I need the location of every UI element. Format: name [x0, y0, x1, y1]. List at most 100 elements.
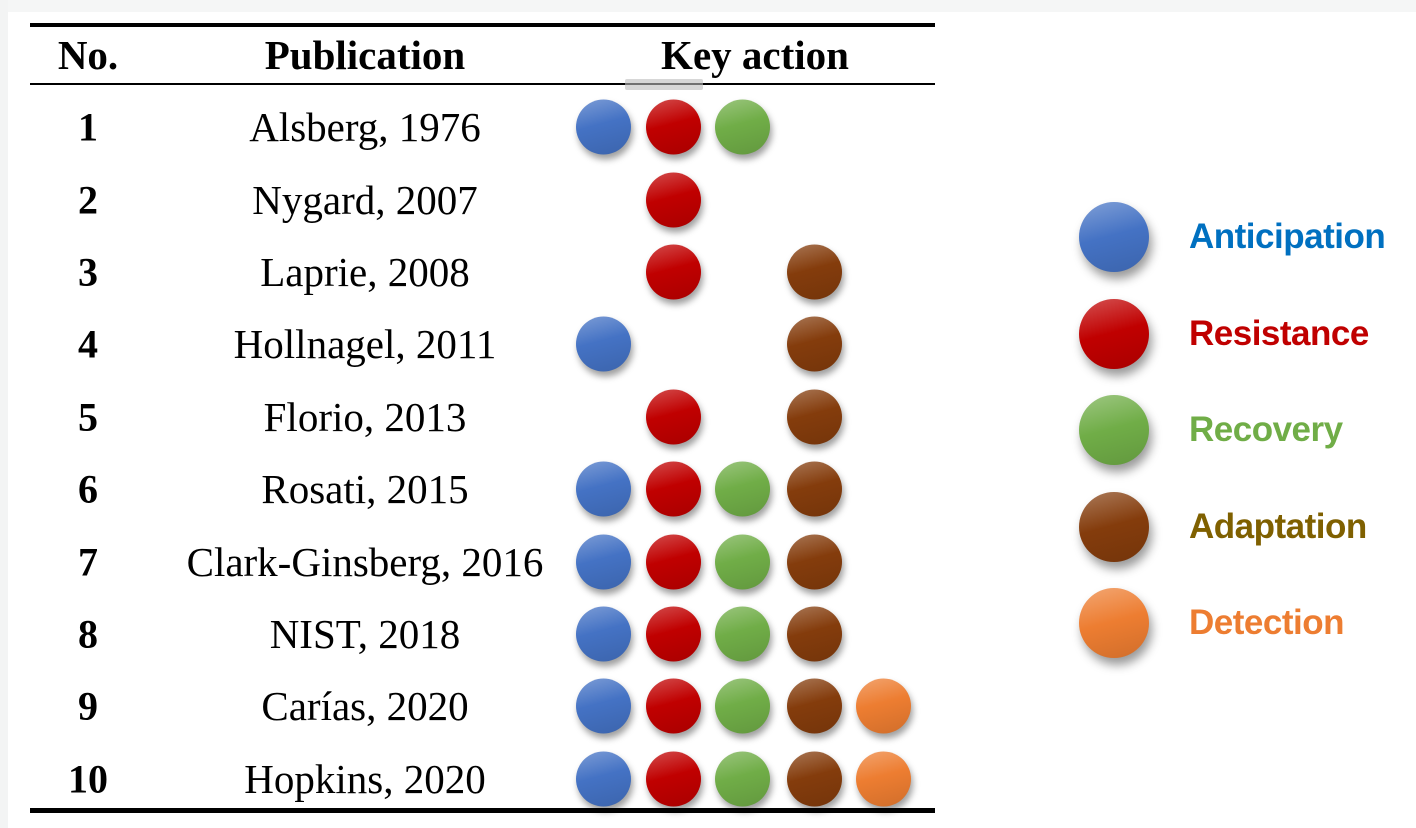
legend-label: Resistance	[1189, 313, 1369, 353]
key-action-dot-resistance	[645, 461, 701, 517]
legend-item-recovery: Recovery	[1079, 394, 1343, 466]
page-edge-top	[0, 0, 1416, 12]
table-body: 1 Alsberg, 1976 2 Nygard, 2007 3 Laprie,…	[30, 91, 935, 815]
table-row: 9 Carías, 2020	[30, 670, 935, 742]
publication-name: Carías, 2020	[261, 683, 469, 730]
key-action-dots	[30, 163, 935, 235]
table-row: 3 Laprie, 2008	[30, 236, 935, 308]
publications-table: No. Publication Key action 1 Alsberg, 19…	[30, 0, 935, 828]
anticipation-dot-icon	[1079, 202, 1149, 272]
table-row: 5 Florio, 2013	[30, 381, 935, 453]
publication-name: Florio, 2013	[263, 393, 467, 440]
resistance-dot-icon	[1079, 298, 1149, 369]
publication-name: Hopkins, 2020	[244, 755, 486, 802]
legend-label: Anticipation	[1189, 217, 1386, 256]
key-action-dots	[30, 525, 935, 597]
key-action-dot-adaptation	[786, 606, 842, 662]
table-row: 4 Hollnagel, 2011	[30, 308, 935, 380]
legend-label: Adaptation	[1189, 506, 1367, 546]
key-action-dot-anticipation	[575, 678, 631, 734]
key-action-dots	[30, 743, 935, 815]
page-edge-left	[0, 0, 8, 828]
row-number: 2	[78, 177, 98, 223]
key-action-dot-resistance	[645, 389, 701, 445]
legend-item-anticipation: Anticipation	[1079, 201, 1386, 273]
row-number: 7	[78, 539, 98, 585]
row-number: 3	[78, 249, 98, 295]
key-action-dot-adaptation	[786, 751, 842, 807]
row-number: 6	[78, 466, 98, 512]
key-action-dots	[30, 308, 935, 380]
shadow-artifact	[625, 79, 703, 90]
table-row: 7 Clark-Ginsberg, 2016	[30, 525, 935, 597]
publication-name: Clark-Ginsberg, 2016	[186, 538, 544, 585]
row-number: 4	[78, 321, 98, 367]
key-action-dot-resistance	[645, 244, 701, 300]
table-top-border	[30, 23, 935, 27]
col-header-publication: Publication	[264, 32, 466, 78]
key-action-dot-resistance	[645, 678, 701, 734]
key-action-dot-recovery	[714, 751, 770, 807]
publication-name: Rosati, 2015	[261, 466, 469, 513]
detection-dot-icon	[1079, 588, 1149, 658]
key-action-dot-detection	[855, 678, 911, 734]
key-action-dot-recovery	[714, 606, 770, 662]
key-action-dots	[30, 91, 935, 163]
key-action-dot-anticipation	[575, 316, 631, 372]
key-action-dot-recovery	[714, 461, 770, 517]
key-action-dot-recovery	[714, 534, 770, 590]
publication-name: Alsberg, 1976	[249, 104, 481, 151]
table-row: 1 Alsberg, 1976	[30, 91, 935, 163]
legend-label: Detection	[1189, 603, 1344, 642]
publication-name: NIST, 2018	[269, 610, 461, 657]
table-bottom-border	[30, 808, 935, 813]
header-divider-line	[30, 83, 935, 85]
adaptation-dot-icon	[1079, 491, 1149, 562]
row-number: 8	[78, 611, 98, 657]
key-action-dot-recovery	[714, 678, 770, 734]
key-action-dots	[30, 381, 935, 453]
key-action-dots	[30, 236, 935, 308]
key-action-dots	[30, 598, 935, 670]
key-action-dot-adaptation	[786, 389, 842, 445]
key-action-dot-resistance	[645, 534, 701, 590]
key-action-dot-adaptation	[786, 244, 842, 300]
publication-name: Hollnagel, 2011	[233, 321, 497, 368]
key-action-dot-detection	[855, 751, 911, 807]
key-action-dot-anticipation	[575, 534, 631, 590]
publication-name: Laprie, 2008	[260, 248, 470, 295]
row-number: 10	[68, 756, 108, 802]
key-action-dot-adaptation	[786, 678, 842, 734]
table-row: 10 Hopkins, 2020	[30, 743, 935, 815]
key-action-dot-adaptation	[786, 316, 842, 372]
key-action-dot-adaptation	[786, 461, 842, 517]
key-action-dot-anticipation	[575, 751, 631, 807]
table-row: 2 Nygard, 2007	[30, 163, 935, 235]
key-action-dot-adaptation	[786, 534, 842, 590]
key-action-dot-recovery	[714, 99, 770, 155]
table-row: 6 Rosati, 2015	[30, 453, 935, 525]
publication-name: Nygard, 2007	[252, 176, 478, 223]
col-header-no: No.	[57, 32, 119, 78]
key-action-dot-resistance	[645, 99, 701, 155]
legend-item-adaptation: Adaptation	[1079, 491, 1367, 563]
key-action-dot-anticipation	[575, 461, 631, 517]
table-row: 8 NIST, 2018	[30, 598, 935, 670]
key-action-dot-resistance	[645, 606, 701, 662]
recovery-dot-icon	[1079, 395, 1149, 465]
key-action-dots	[30, 453, 935, 525]
legend-item-resistance: Resistance	[1079, 298, 1369, 370]
key-action-dot-anticipation	[575, 606, 631, 662]
key-action-dot-resistance	[645, 172, 701, 228]
legend-label: Recovery	[1189, 410, 1343, 449]
row-number: 5	[78, 394, 98, 440]
key-action-dot-resistance	[645, 751, 701, 807]
col-header-key-action: Key action	[661, 32, 849, 78]
row-number: 1	[78, 104, 98, 150]
key-action-dots	[30, 670, 935, 742]
legend-item-detection: Detection	[1079, 587, 1344, 659]
row-number: 9	[78, 683, 98, 729]
key-action-dot-anticipation	[575, 99, 631, 155]
